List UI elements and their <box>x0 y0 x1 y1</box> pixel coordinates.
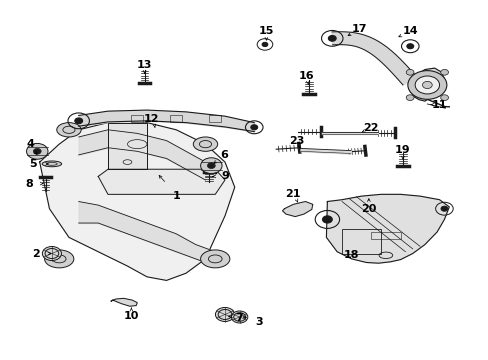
Polygon shape <box>326 194 448 263</box>
Text: 7: 7 <box>235 313 243 323</box>
Text: 12: 12 <box>144 114 159 124</box>
Polygon shape <box>40 119 234 280</box>
Text: 1: 1 <box>172 191 180 201</box>
Polygon shape <box>108 123 147 169</box>
Text: 6: 6 <box>220 150 227 160</box>
Text: 13: 13 <box>137 60 152 70</box>
Polygon shape <box>282 202 312 217</box>
Ellipse shape <box>193 137 217 151</box>
Bar <box>341 229 380 253</box>
Text: 16: 16 <box>299 71 314 81</box>
Text: 9: 9 <box>221 171 228 181</box>
Circle shape <box>440 95 447 100</box>
Circle shape <box>422 81 431 89</box>
Text: 22: 22 <box>363 123 378 133</box>
Ellipse shape <box>42 161 61 167</box>
Circle shape <box>440 69 447 75</box>
Ellipse shape <box>44 250 74 268</box>
Ellipse shape <box>57 123 81 137</box>
Polygon shape <box>111 298 137 306</box>
Circle shape <box>406 69 413 75</box>
Text: 21: 21 <box>285 189 301 199</box>
Text: 11: 11 <box>431 100 447 110</box>
Ellipse shape <box>200 250 229 268</box>
Text: 14: 14 <box>402 26 417 36</box>
Circle shape <box>406 95 413 100</box>
Circle shape <box>262 42 267 46</box>
Circle shape <box>328 36 335 41</box>
Text: 20: 20 <box>361 204 376 214</box>
Text: 4: 4 <box>26 139 34 149</box>
Circle shape <box>33 148 41 154</box>
Bar <box>209 115 221 122</box>
Text: 3: 3 <box>255 317 263 327</box>
Circle shape <box>215 307 234 321</box>
Text: 23: 23 <box>289 136 304 145</box>
Circle shape <box>406 44 413 49</box>
Circle shape <box>42 247 61 261</box>
Text: 8: 8 <box>25 179 33 189</box>
Text: 10: 10 <box>123 311 139 321</box>
Circle shape <box>250 125 257 130</box>
Circle shape <box>200 158 222 174</box>
Bar <box>170 115 182 122</box>
Circle shape <box>75 118 82 124</box>
Bar <box>131 115 143 122</box>
Circle shape <box>440 206 447 211</box>
Text: 17: 17 <box>350 24 366 35</box>
Text: 15: 15 <box>258 26 274 36</box>
Polygon shape <box>409 68 444 101</box>
Circle shape <box>322 216 331 223</box>
Text: 18: 18 <box>344 250 359 260</box>
Text: 2: 2 <box>32 248 40 258</box>
Text: 19: 19 <box>394 144 410 154</box>
Circle shape <box>407 71 446 99</box>
Circle shape <box>414 76 439 94</box>
Polygon shape <box>98 169 224 194</box>
Circle shape <box>26 143 48 159</box>
Polygon shape <box>331 32 417 85</box>
Text: 5: 5 <box>29 159 37 169</box>
Circle shape <box>207 163 215 168</box>
Bar <box>370 232 400 239</box>
Circle shape <box>231 311 247 323</box>
